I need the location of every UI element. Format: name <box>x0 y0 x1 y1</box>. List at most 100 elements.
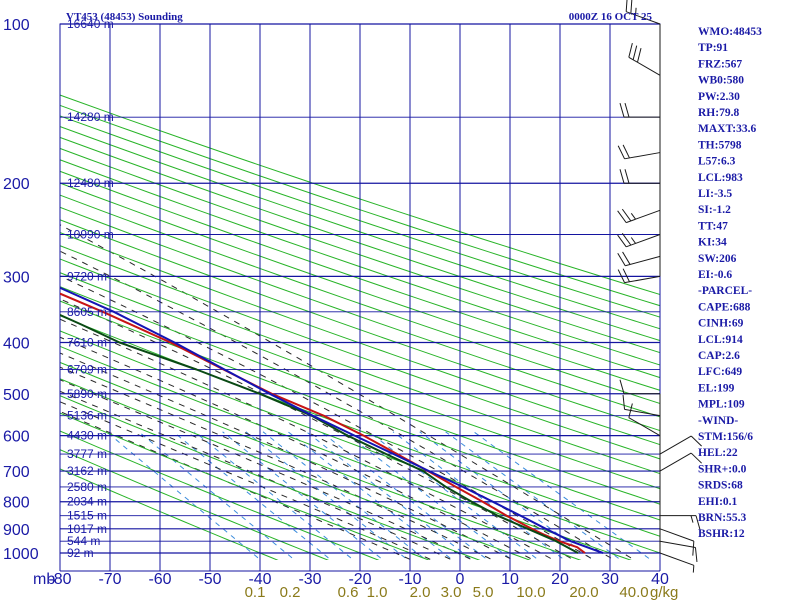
mixing-ratio-label: 0.2 <box>280 584 301 600</box>
mixing-ratio-line <box>172 431 332 560</box>
moist-adiabat-line <box>60 336 535 560</box>
dry-adiabat-line <box>60 395 481 560</box>
temperature-tick-label: -10 <box>398 571 421 588</box>
height-label: 2580 m <box>67 480 107 494</box>
dry-adiabat-line <box>60 468 279 560</box>
index-value: RH:79.8 <box>698 107 739 119</box>
wind-barb <box>659 452 702 472</box>
wind-barb <box>659 540 698 563</box>
dry-adiabat-line <box>60 449 329 560</box>
index-value: FRZ:567 <box>698 58 742 70</box>
wind-barb <box>617 208 661 224</box>
height-label: 7610 m <box>67 335 107 349</box>
index-value: STM:156/6 <box>698 431 753 443</box>
temperature-tick-label: -70 <box>98 571 121 588</box>
index-value: SW:206 <box>698 253 737 265</box>
temperature-tick-label: -50 <box>198 571 221 588</box>
dry-adiabat-line <box>60 361 582 560</box>
mixing-ratio-label: 10.0 <box>516 584 545 600</box>
index-value: L57:6.3 <box>698 156 736 168</box>
index-value: LFC:649 <box>698 366 742 378</box>
index-value: SRDS:68 <box>698 480 743 492</box>
height-label: 3777 m <box>67 447 107 461</box>
mixing-ratio-unit: g/kg <box>650 584 678 600</box>
pressure-tick-label: 300 <box>3 269 30 286</box>
index-value: LCL:914 <box>698 334 743 346</box>
height-label: 6709 m <box>67 363 107 377</box>
temperature-tick-label: -30 <box>298 571 321 588</box>
temperature-tick-label: -40 <box>248 571 271 588</box>
index-value: WMO:48453 <box>698 26 762 38</box>
mixing-ratio-line <box>343 431 513 560</box>
height-label: 2034 m <box>67 495 107 509</box>
index-value: -PARCEL- <box>698 285 752 297</box>
mixing-ratio-label: 2.0 <box>410 584 431 600</box>
height-label: 92 m <box>67 546 94 560</box>
height-label: 16640 m <box>67 17 114 31</box>
pressure-tick-label: 500 <box>3 387 30 404</box>
moist-adiabat-line <box>60 379 474 560</box>
index-value: TP:91 <box>698 42 728 54</box>
height-label: 4430 m <box>67 429 107 443</box>
mixing-ratio-label: 0.1 <box>245 584 266 600</box>
dry-adiabat-line <box>60 245 660 460</box>
profile-series <box>60 286 604 554</box>
index-value: TT:47 <box>698 220 728 232</box>
mixing-ratio-label: 1.0 <box>367 584 388 600</box>
pressure-tick-label: 600 <box>3 429 30 446</box>
index-value: BRN:55.3 <box>698 512 746 524</box>
height-label: 8605 m <box>67 305 107 319</box>
temperature-tick-label: -80 <box>48 571 71 588</box>
height-label: 9720 m <box>67 269 107 283</box>
wind-barb <box>628 43 661 76</box>
dry-adiabat-line <box>60 286 660 505</box>
index-value: BSHR:12 <box>698 528 745 540</box>
mixing-ratio-label: 3.0 <box>441 584 462 600</box>
index-value: MPL:109 <box>698 399 745 411</box>
index-value: WB0:580 <box>698 75 744 87</box>
wind-barb <box>619 379 660 395</box>
wind-barb <box>628 403 661 437</box>
temperature-tick-label: -20 <box>348 571 371 588</box>
index-value: SHR+:0.0 <box>698 463 747 475</box>
dry-adiabat-line <box>60 378 531 560</box>
index-value: LCL:983 <box>698 172 743 184</box>
pressure-tick-label: 200 <box>3 176 30 193</box>
wind-barb <box>625 0 661 25</box>
dry-adiabat-line <box>60 430 380 560</box>
height-label: 544 m <box>67 534 100 548</box>
height-label: 5890 m <box>67 387 107 401</box>
wind-barbs <box>617 0 702 573</box>
pressure-tick-label: 700 <box>3 464 30 481</box>
index-value: MAXT:33.6 <box>698 123 756 135</box>
pressure-tick-label: 100 <box>3 17 30 34</box>
wind-barb <box>617 251 661 267</box>
index-value: EL:199 <box>698 382 735 394</box>
temperature-tick-label: 20 <box>551 571 569 588</box>
mixing-ratio-label: 40.0 <box>619 584 648 600</box>
station-title: VT453 (48453) Sounding <box>66 11 183 23</box>
index-value: EHI:0.1 <box>698 496 738 508</box>
wind-barb <box>660 515 701 530</box>
index-value: HEL:22 <box>698 447 738 459</box>
wind-barb <box>659 552 695 573</box>
index-value: CINH:69 <box>698 318 744 330</box>
temperature-tick-label: 30 <box>601 571 619 588</box>
dry-adiabat-line <box>60 272 660 490</box>
index-value: PW:2.30 <box>698 91 740 103</box>
moist-adiabat-line <box>60 318 555 560</box>
temperature-tick-label: 0 <box>456 571 465 588</box>
index-value: SI:-1.2 <box>698 204 731 216</box>
moist-adiabat-line <box>60 298 575 560</box>
moist-adiabat-line <box>60 366 494 560</box>
height-label: 12480 m <box>67 176 114 190</box>
wind-barb <box>659 435 702 455</box>
dry-adiabat-line <box>60 345 632 560</box>
moist-adiabat-line <box>60 410 413 560</box>
mixing-ratio-line <box>245 431 409 560</box>
wind-barb <box>659 528 695 556</box>
dry-adiabat-line <box>60 300 660 521</box>
